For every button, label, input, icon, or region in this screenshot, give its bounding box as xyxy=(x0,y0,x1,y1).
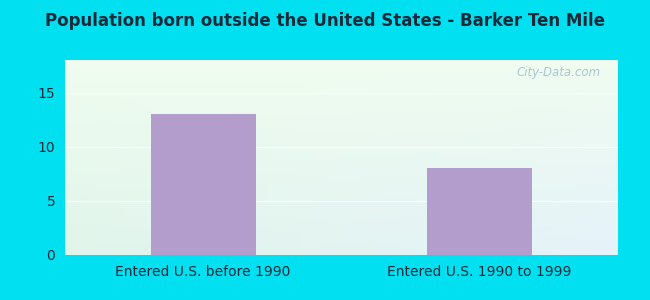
Text: City-Data.com: City-Data.com xyxy=(517,66,601,79)
Bar xyxy=(427,168,532,255)
Text: Population born outside the United States - Barker Ten Mile: Population born outside the United State… xyxy=(45,12,605,30)
Bar xyxy=(151,114,255,255)
